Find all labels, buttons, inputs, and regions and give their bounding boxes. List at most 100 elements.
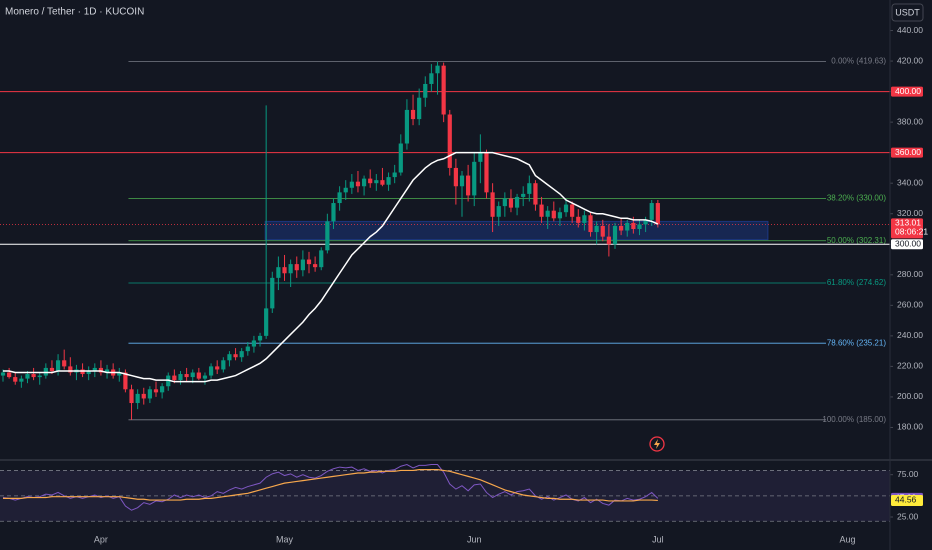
candle-body (62, 360, 67, 367)
fib-label: 50.00% (302.31) (827, 236, 886, 245)
fib-label: 38.20% (330.00) (827, 194, 886, 203)
candle-body (178, 374, 183, 381)
y-tick-label: 420.00 (897, 55, 923, 65)
candle-body (484, 152, 489, 193)
alert-circle[interactable] (649, 436, 665, 452)
candle-body (49, 367, 55, 371)
candle-body (508, 198, 514, 208)
candle-body (582, 215, 587, 223)
y-tick-label: 280.00 (897, 269, 923, 279)
candle-body (625, 222, 630, 231)
candle-body (576, 216, 581, 223)
candle-body (227, 354, 232, 361)
candle-body (545, 210, 550, 217)
candle-body (141, 393, 146, 399)
y-tick-label: 440.00 (897, 25, 923, 35)
level-label-box (891, 86, 923, 97)
candle-body (643, 219, 648, 225)
fib-label: 100.00% (185.00) (822, 415, 886, 424)
candle-body (349, 181, 354, 188)
plot-layer: 0.00% (419.63) 38.20% (330.00) 50.00% (302… (0, 25, 928, 544)
y-tick-label: 260.00 (897, 300, 923, 310)
candle-body (343, 187, 348, 193)
candle-body (514, 196, 520, 208)
candle-body (7, 372, 12, 378)
currency-button[interactable] (891, 3, 924, 22)
candle-body (410, 109, 416, 120)
candle-body (588, 215, 593, 233)
countdown-text: 08:06:21 (895, 227, 928, 237)
candle-body (404, 109, 410, 144)
price-label-text: 313.01 (895, 218, 921, 228)
candle-body (306, 259, 312, 265)
candle-body (19, 378, 24, 382)
candle-body (160, 386, 165, 393)
level-label-text: 360.00 (895, 147, 921, 157)
candle-body (637, 224, 642, 229)
candle-body (557, 212, 563, 219)
y-tick-label: 180.00 (897, 422, 923, 432)
level-label-box (891, 239, 923, 250)
candle-body (282, 267, 287, 274)
candle-body (233, 354, 238, 358)
candle-body (478, 152, 483, 162)
rsi-ma-label-box (891, 494, 923, 506)
candle-body (325, 221, 330, 251)
candle-body (398, 143, 403, 173)
candle-body (619, 225, 624, 231)
candle-body (655, 203, 660, 225)
candle-body (466, 175, 471, 196)
candle-body (441, 65, 446, 115)
candle-body (563, 204, 569, 213)
alert-icon[interactable] (649, 436, 665, 452)
candle-body (374, 180, 379, 184)
candle-body (355, 181, 361, 187)
candle-body (288, 264, 293, 274)
candle-body (533, 183, 538, 205)
candle-body (570, 204, 575, 217)
candle-body (135, 393, 140, 404)
candle-body (423, 83, 428, 98)
candle-body (612, 225, 618, 245)
candle-body (539, 204, 544, 217)
candle-body (380, 180, 385, 185)
alert-bolt[interactable] (654, 439, 660, 449)
candle-body (392, 172, 397, 178)
candle-body (147, 389, 152, 399)
candle-body (594, 225, 599, 233)
candle-body (300, 259, 305, 271)
candle-body (117, 372, 122, 376)
candle-body (313, 264, 318, 268)
candle-body (453, 167, 458, 187)
zone (264, 220, 769, 241)
y-tick-label: 380.00 (897, 116, 923, 126)
candle-body (123, 372, 128, 390)
y-tick-label: 340.00 (897, 177, 923, 187)
fib-label: 61.80% (274.62) (827, 278, 886, 287)
candle-body (319, 250, 324, 268)
candle-body (37, 375, 42, 378)
candle-body (270, 277, 275, 309)
rsi-y-tick-label: 25.00 (897, 511, 919, 521)
currency-button-label[interactable]: USDT (895, 7, 920, 17)
candle-body (386, 177, 391, 185)
candle-body (215, 366, 220, 370)
candle-body (86, 370, 91, 375)
y-tick-label: 220.00 (897, 361, 923, 371)
candle-body (98, 367, 104, 373)
candle-body (600, 225, 605, 237)
candle-body (447, 114, 452, 168)
candle-body (521, 193, 526, 197)
candle-body (196, 372, 201, 379)
rsi-ma-line (3, 469, 658, 502)
chart-title: Monero / Tether · 1D · KUCOIN (5, 7, 144, 18)
y-tick-label: 240.00 (897, 330, 923, 340)
candle-body (429, 73, 434, 84)
candle-body (80, 369, 85, 375)
y-tick-label: 200.00 (897, 391, 923, 401)
candle-body (25, 374, 30, 379)
candle-body (13, 377, 18, 382)
candle-body (459, 175, 465, 187)
candle-body (153, 389, 159, 393)
